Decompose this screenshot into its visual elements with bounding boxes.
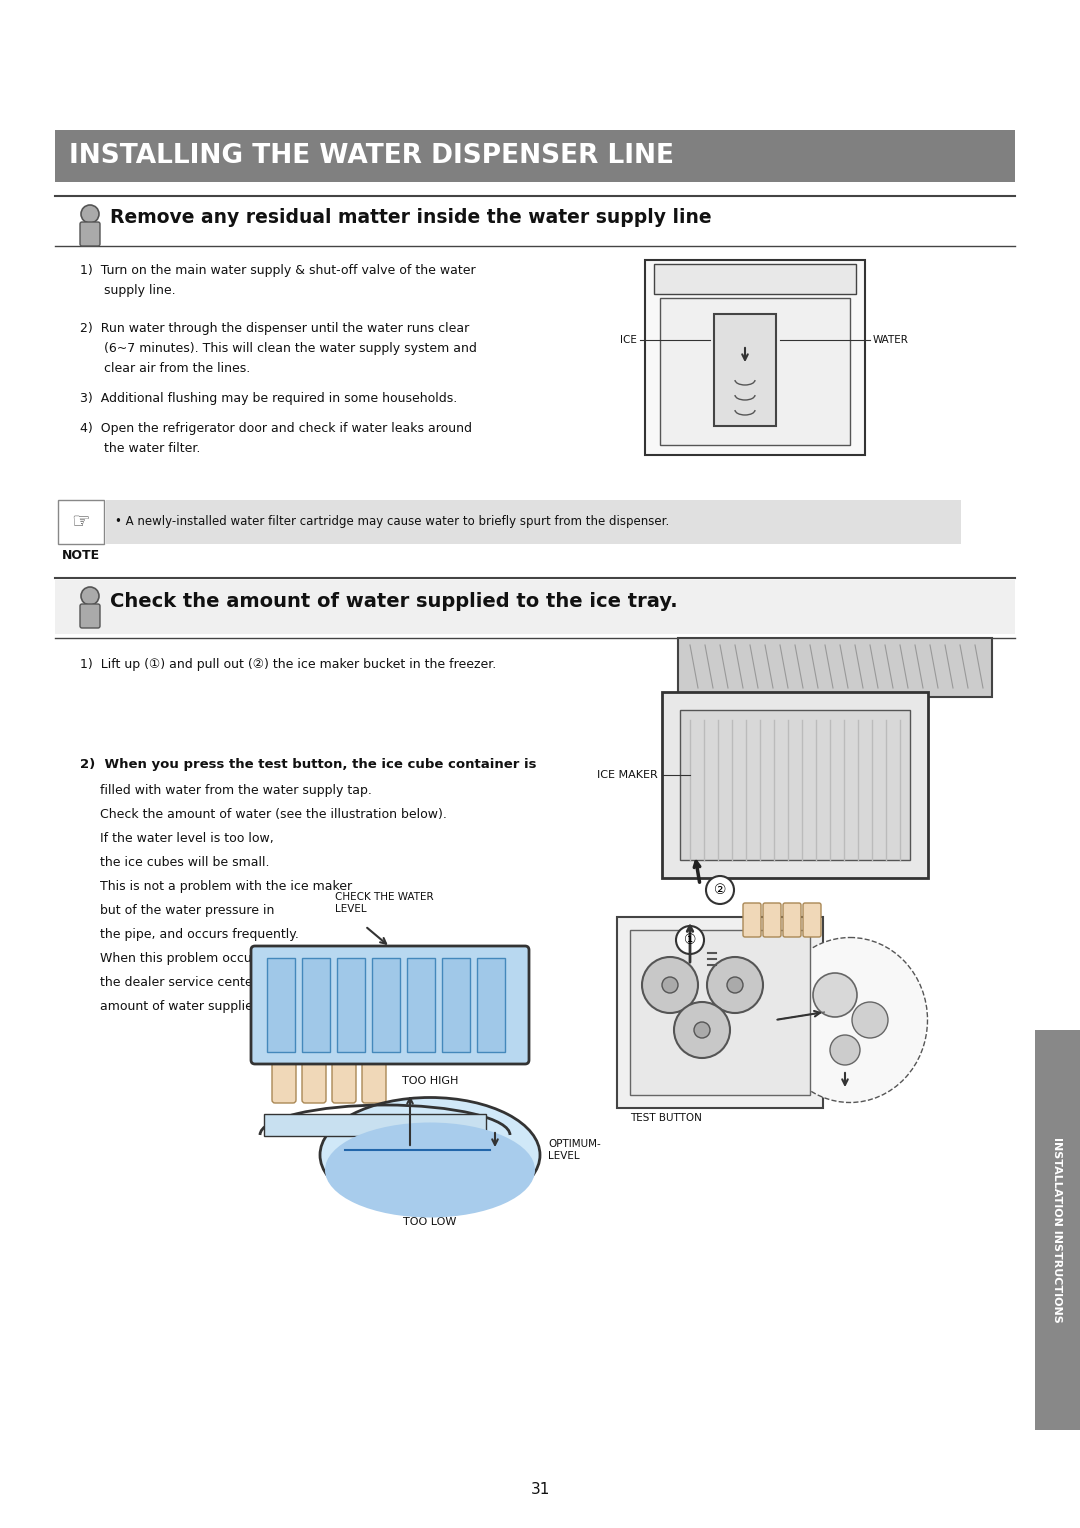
Bar — [267, 958, 295, 1051]
FancyBboxPatch shape — [251, 946, 529, 1063]
Circle shape — [707, 957, 762, 1013]
FancyBboxPatch shape — [783, 903, 801, 937]
Bar — [372, 958, 400, 1051]
Circle shape — [706, 876, 734, 905]
Text: CHECK THE WATER
LEVEL: CHECK THE WATER LEVEL — [335, 892, 434, 914]
FancyBboxPatch shape — [714, 313, 777, 426]
Text: the pipe, and occurs frequently.: the pipe, and occurs frequently. — [80, 927, 299, 941]
Bar — [58, 500, 104, 544]
Bar — [477, 958, 505, 1051]
Bar — [337, 958, 365, 1051]
Text: 2)  When you press the test button, the ice cube container is: 2) When you press the test button, the i… — [80, 758, 537, 772]
FancyBboxPatch shape — [80, 604, 100, 628]
Text: Check the amount of water supplied to the ice tray.: Check the amount of water supplied to th… — [110, 591, 677, 611]
FancyBboxPatch shape — [804, 903, 821, 937]
Text: This is not a problem with the ice maker: This is not a problem with the ice maker — [80, 880, 352, 892]
Text: 31: 31 — [530, 1482, 550, 1497]
FancyBboxPatch shape — [654, 264, 856, 293]
FancyBboxPatch shape — [264, 1114, 486, 1135]
Text: TOO HIGH: TOO HIGH — [402, 1076, 458, 1086]
Bar — [660, 298, 850, 445]
Circle shape — [831, 1034, 860, 1065]
Text: amount of water supplied.: amount of water supplied. — [80, 999, 265, 1013]
Bar — [1035, 1030, 1080, 1430]
FancyBboxPatch shape — [332, 1062, 356, 1103]
Text: 2)  Run water through the dispenser until the water runs clear
      (6~7 minute: 2) Run water through the dispenser until… — [80, 322, 477, 374]
Text: OPTIMUM-
LEVEL: OPTIMUM- LEVEL — [548, 1140, 600, 1161]
Text: ②: ② — [714, 883, 726, 897]
Text: WATER: WATER — [873, 335, 909, 345]
Text: the dealer service center to check the: the dealer service center to check the — [80, 976, 339, 989]
FancyBboxPatch shape — [617, 917, 823, 1108]
Bar — [407, 958, 435, 1051]
Circle shape — [852, 1002, 888, 1038]
Circle shape — [662, 976, 678, 993]
Text: 3)  Additional flushing may be required in some households.: 3) Additional flushing may be required i… — [80, 393, 457, 405]
Text: NOTE: NOTE — [62, 549, 100, 562]
Circle shape — [676, 926, 704, 953]
FancyBboxPatch shape — [678, 639, 993, 697]
Text: 1)  Lift up (①) and pull out (②) the ice maker bucket in the freezer.: 1) Lift up (①) and pull out (②) the ice … — [80, 659, 496, 671]
FancyBboxPatch shape — [362, 1062, 386, 1103]
Text: ICE MAKER: ICE MAKER — [597, 770, 658, 779]
Bar — [630, 931, 810, 1096]
Text: 1)  Turn on the main water supply & shut-off valve of the water
      supply lin: 1) Turn on the main water supply & shut-… — [80, 264, 475, 296]
Text: • A newly-installed water filter cartridge may cause water to briefly spurt from: • A newly-installed water filter cartrid… — [114, 515, 670, 529]
Ellipse shape — [320, 1097, 540, 1213]
FancyBboxPatch shape — [743, 903, 761, 937]
Text: If the water level is too low,: If the water level is too low, — [80, 833, 273, 845]
Circle shape — [81, 205, 99, 223]
Text: INSTALLING THE WATER DISPENSER LINE: INSTALLING THE WATER DISPENSER LINE — [69, 144, 674, 170]
Ellipse shape — [772, 938, 928, 1103]
FancyBboxPatch shape — [272, 1062, 296, 1103]
Text: but of the water pressure in: but of the water pressure in — [80, 905, 274, 917]
Text: 4)  Open the refrigerator door and check if water leaks around
      the water f: 4) Open the refrigerator door and check … — [80, 422, 472, 455]
Circle shape — [81, 587, 99, 605]
Bar — [55, 581, 1015, 634]
Text: ICE: ICE — [620, 335, 637, 345]
Text: TOO LOW: TOO LOW — [403, 1216, 457, 1227]
Text: filled with water from the water supply tap.: filled with water from the water supply … — [80, 784, 372, 798]
Bar — [645, 260, 865, 455]
Bar — [680, 711, 910, 860]
Text: When this problem occurs, contact: When this problem occurs, contact — [80, 952, 319, 966]
Ellipse shape — [325, 1123, 535, 1218]
Circle shape — [674, 1002, 730, 1057]
Text: INSTALLATION INSTRUCTIONS: INSTALLATION INSTRUCTIONS — [1052, 1137, 1062, 1323]
Bar — [106, 500, 961, 544]
Text: Check the amount of water (see the illustration below).: Check the amount of water (see the illus… — [80, 808, 447, 821]
FancyBboxPatch shape — [80, 222, 100, 246]
Text: ①: ① — [684, 934, 697, 947]
FancyBboxPatch shape — [762, 903, 781, 937]
Circle shape — [694, 1022, 710, 1038]
FancyBboxPatch shape — [302, 1062, 326, 1103]
Bar — [442, 958, 470, 1051]
Bar — [55, 130, 1015, 182]
Text: ☞: ☞ — [71, 512, 91, 532]
Circle shape — [813, 973, 858, 1018]
Bar — [302, 958, 330, 1051]
Text: the ice cubes will be small.: the ice cubes will be small. — [80, 856, 270, 869]
Text: Remove any residual matter inside the water supply line: Remove any residual matter inside the wa… — [110, 208, 712, 228]
Circle shape — [642, 957, 698, 1013]
Text: TEST BUTTON: TEST BUTTON — [630, 1112, 702, 1123]
Circle shape — [727, 976, 743, 993]
FancyBboxPatch shape — [662, 692, 928, 879]
